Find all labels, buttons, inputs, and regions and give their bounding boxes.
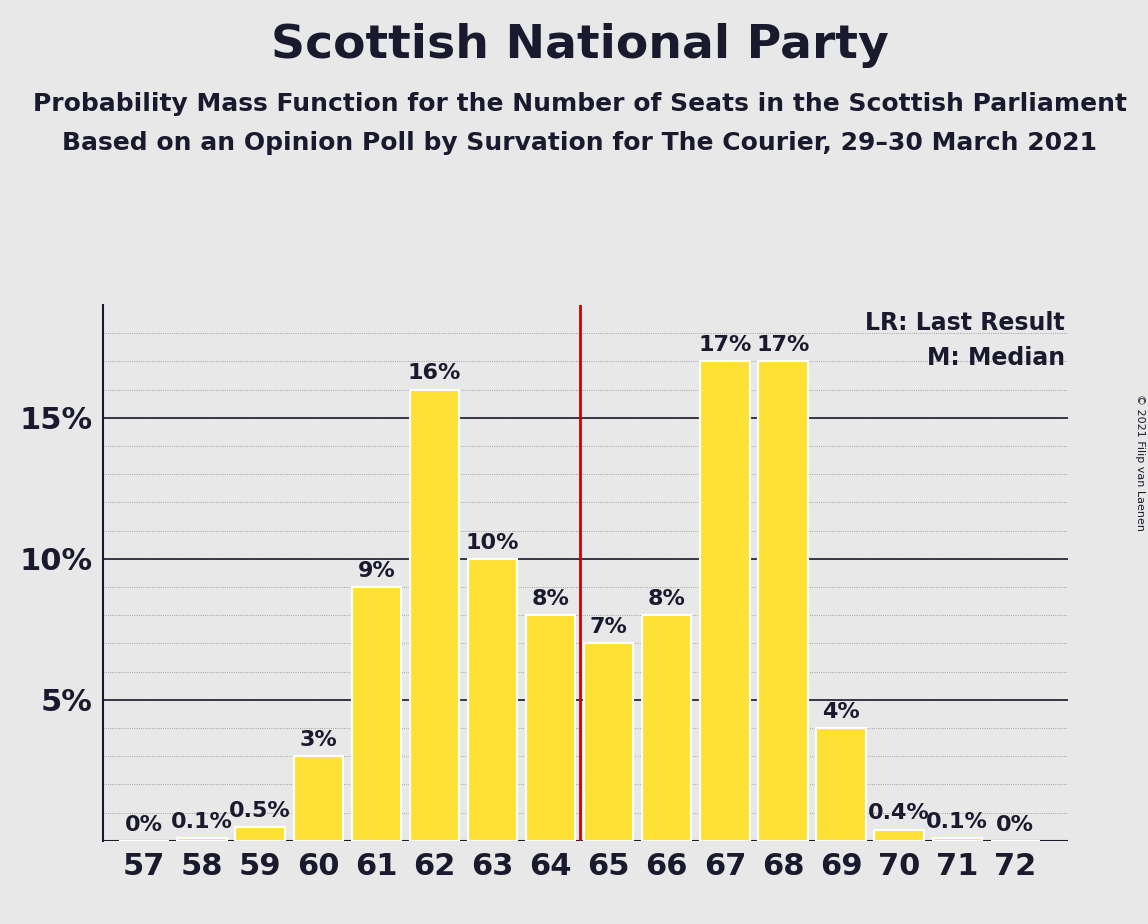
Bar — [642, 615, 691, 841]
Text: 0.4%: 0.4% — [868, 803, 930, 823]
Bar — [178, 838, 227, 841]
Text: M: Median: M: Median — [926, 346, 1064, 370]
Text: 17%: 17% — [698, 335, 752, 355]
Bar — [351, 587, 401, 841]
Text: 3%: 3% — [300, 730, 338, 750]
Text: Based on an Opinion Poll by Survation for The Courier, 29–30 March 2021: Based on an Opinion Poll by Survation fo… — [62, 131, 1097, 155]
Bar — [294, 756, 343, 841]
Bar — [700, 361, 750, 841]
Text: 7%: 7% — [590, 617, 628, 638]
Bar — [468, 559, 518, 841]
Bar — [584, 643, 634, 841]
Text: 9%: 9% — [357, 561, 395, 581]
Text: M: M — [591, 725, 627, 760]
Bar — [410, 390, 459, 841]
Text: 4%: 4% — [822, 702, 860, 722]
Bar — [875, 830, 924, 841]
Text: LR: LR — [409, 598, 460, 632]
Bar — [235, 827, 285, 841]
Text: Probability Mass Function for the Number of Seats in the Scottish Parliament: Probability Mass Function for the Number… — [33, 92, 1126, 116]
Bar — [526, 615, 575, 841]
Text: 16%: 16% — [408, 363, 461, 383]
Text: 17%: 17% — [757, 335, 809, 355]
Text: 8%: 8% — [647, 589, 685, 609]
Text: 8%: 8% — [532, 589, 569, 609]
Text: © 2021 Filip van Laenen: © 2021 Filip van Laenen — [1135, 394, 1145, 530]
Text: Scottish National Party: Scottish National Party — [271, 23, 889, 68]
Text: 0%: 0% — [125, 815, 163, 834]
Bar — [816, 728, 866, 841]
Text: 0.5%: 0.5% — [230, 800, 292, 821]
Text: LR: Last Result: LR: Last Result — [864, 310, 1064, 334]
Text: 0.1%: 0.1% — [926, 812, 988, 832]
Bar — [759, 361, 808, 841]
Text: 10%: 10% — [466, 532, 519, 553]
Bar — [932, 838, 982, 841]
Text: 0%: 0% — [996, 815, 1034, 834]
Text: 0.1%: 0.1% — [171, 812, 233, 832]
